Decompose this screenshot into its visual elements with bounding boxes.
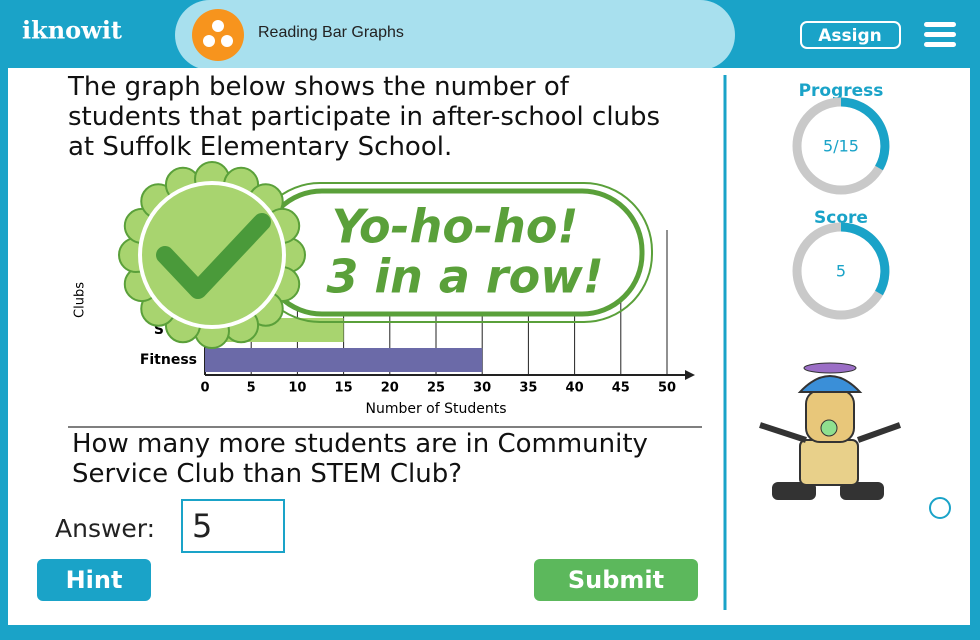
score-arc bbox=[840, 222, 890, 296]
question-intro: The graph below shows the number of stud… bbox=[68, 72, 661, 162]
celebration-line: Yo-ho-ho! bbox=[332, 200, 579, 254]
lesson-title: Reading Bar Graphs bbox=[258, 24, 404, 41]
expand-icon[interactable] bbox=[929, 497, 951, 519]
question-prompt: How many more students are in Community … bbox=[72, 429, 648, 489]
y-tick-label: Fitness bbox=[140, 352, 197, 368]
x-tick-label: 40 bbox=[566, 381, 584, 396]
x-tick-label: 15 bbox=[335, 381, 353, 396]
progress-text: 5/15 bbox=[823, 137, 859, 156]
submit-button[interactable] bbox=[534, 559, 698, 601]
content-panel bbox=[8, 68, 970, 625]
score-label: Score bbox=[814, 208, 868, 228]
assign-button[interactable] bbox=[800, 21, 901, 49]
y-axis-label: Clubs bbox=[73, 282, 88, 318]
icon-dot bbox=[203, 35, 215, 47]
axis-arrow bbox=[685, 370, 695, 380]
icon-dot bbox=[212, 20, 224, 32]
title-tab bbox=[175, 0, 735, 70]
answer-value[interactable]: 5 bbox=[192, 507, 212, 545]
celebration-line: 3 in a row! bbox=[326, 250, 603, 304]
icon-dot bbox=[221, 35, 233, 47]
logo: iknowit bbox=[22, 16, 122, 45]
hint-text[interactable]: Hint bbox=[66, 566, 123, 594]
progress-arc bbox=[840, 97, 890, 171]
answer-input[interactable] bbox=[181, 499, 285, 553]
x-tick-label: 45 bbox=[612, 381, 630, 396]
submit-text[interactable]: Submit bbox=[568, 566, 664, 594]
lesson-icon bbox=[192, 9, 244, 61]
x-tick-label: 30 bbox=[473, 381, 491, 396]
celebration: Yo-ho-ho! 3 in a row! bbox=[118, 161, 653, 349]
robot bbox=[759, 362, 902, 500]
menu-icon[interactable] bbox=[924, 22, 956, 47]
score-text: 5 bbox=[836, 262, 846, 281]
x-tick-label: 0 bbox=[200, 381, 209, 396]
x-tick-label: 35 bbox=[519, 381, 537, 396]
x-tick-label: 10 bbox=[288, 381, 306, 396]
progress-label: Progress bbox=[799, 81, 884, 101]
bar bbox=[205, 348, 483, 372]
x-axis-label: Number of Students bbox=[365, 401, 506, 417]
assign-text[interactable]: Assign bbox=[818, 26, 882, 46]
x-tick-label: 20 bbox=[381, 381, 399, 396]
x-tick-label: 50 bbox=[658, 381, 676, 396]
x-tick-label: 5 bbox=[247, 381, 256, 396]
answer-label: Answer: bbox=[55, 514, 155, 543]
hint-button[interactable] bbox=[37, 559, 151, 601]
x-tick-label: 25 bbox=[427, 381, 445, 396]
